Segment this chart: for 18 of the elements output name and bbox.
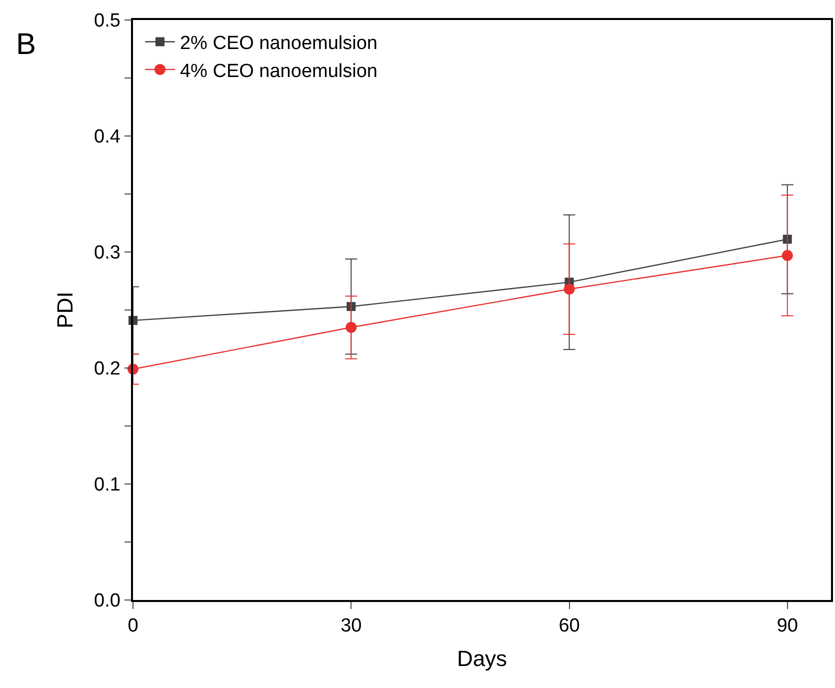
y-tick-label: 0.1 (94, 474, 120, 496)
x-tick-label: 30 (340, 616, 362, 637)
x-tick-label: 60 (558, 616, 580, 637)
x-tick-label: 0 (128, 616, 138, 637)
y-tick-label: 0.3 (94, 242, 120, 264)
chart-title: B (16, 28, 36, 61)
point (782, 250, 793, 261)
y-tick-label: 0.4 (94, 126, 121, 148)
legend-label: 4% CEO nanoemulsion (180, 60, 378, 82)
legend-label: 2% CEO nanoemulsion (180, 33, 378, 54)
y-tick-label: 0.5 (94, 10, 120, 32)
point (346, 322, 357, 333)
y-axis-title: PDI (52, 292, 78, 328)
x-tick-label: 90 (776, 616, 798, 637)
x-axis-title: Days (456, 646, 508, 671)
text: 0.0 (94, 590, 120, 612)
point (564, 284, 575, 295)
y-tick-label: 0.2 (94, 358, 120, 380)
